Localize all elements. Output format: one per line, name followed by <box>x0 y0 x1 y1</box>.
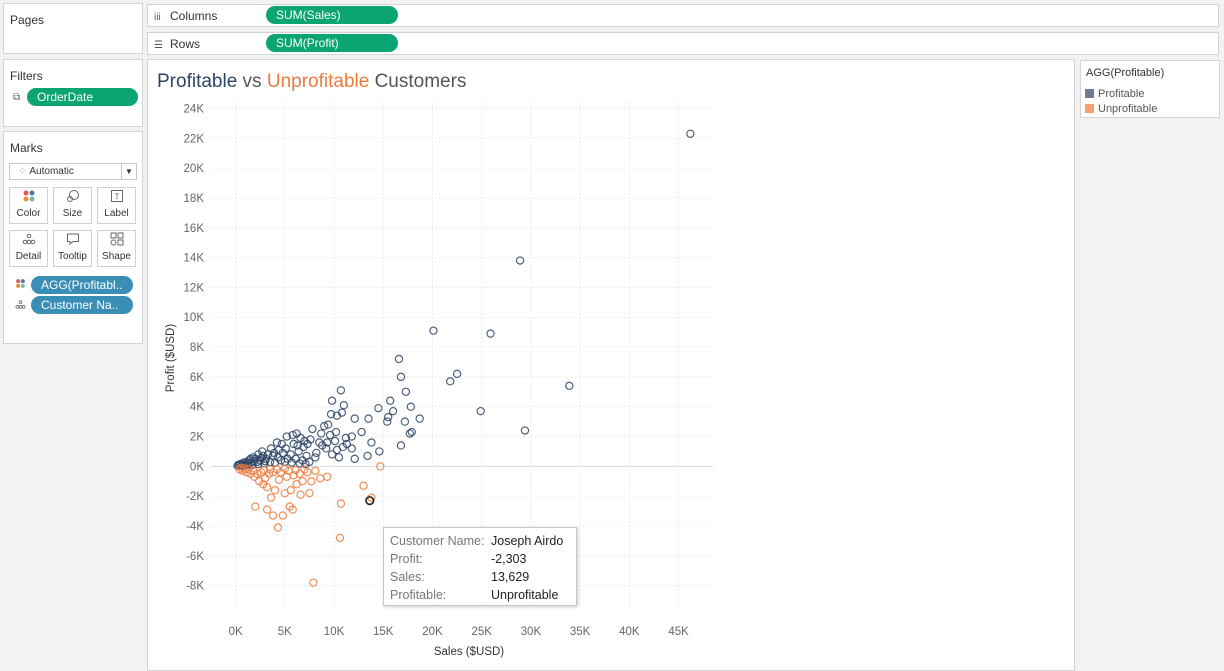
pages-title: Pages <box>10 13 45 27</box>
filters-title: Filters <box>10 69 43 83</box>
legend-swatch <box>1085 104 1094 113</box>
label-icon: T <box>98 188 135 208</box>
title-customers: Customers <box>369 71 467 92</box>
filter-pill-orderdate[interactable]: OrderDate <box>27 88 138 106</box>
marks-shape-button[interactable]: Shape <box>97 230 136 267</box>
tooltip-value: -2,303 <box>491 552 527 566</box>
svg-text:T: T <box>114 193 119 202</box>
shape-icon <box>98 231 135 251</box>
marks-size-label: Size <box>62 208 83 219</box>
marks-label-label: Label <box>104 208 129 219</box>
marks-size-button[interactable]: Size <box>53 187 92 224</box>
legend-swatch <box>1085 89 1094 98</box>
title-unprofitable: Unprofitable <box>266 71 370 92</box>
tooltip-key: Profit: <box>390 552 423 566</box>
tooltip-value: 13,629 <box>491 570 530 584</box>
mark-type-dropdown[interactable]: ⁘ Automatic ▼ <box>9 163 137 180</box>
tooltip-value: Unprofitable <box>491 588 559 602</box>
color-icon <box>10 188 47 208</box>
filter-icon: ⧉ <box>13 92 21 103</box>
marks-tooltip-label: Tooltip <box>58 251 87 262</box>
title-profitable: Profitable <box>157 71 238 92</box>
detail-icon <box>15 299 26 313</box>
marks-shape-label: Shape <box>102 251 131 262</box>
legend-title: AGG(Profitable) <box>1086 67 1165 79</box>
tooltip-icon <box>54 231 91 251</box>
marks-detail-label: Detail <box>15 251 42 262</box>
legend-item-profitable[interactable]: Profitable <box>1085 88 1144 100</box>
marks-tooltip-button[interactable]: Tooltip <box>53 230 92 267</box>
chart-view: Profitable vs Unprofitable Customers <box>147 59 1075 671</box>
chevron-down-icon: ▼ <box>121 164 136 179</box>
legend-label: Profitable <box>1098 88 1145 100</box>
chart-title: Profitable vs Unprofitable Customers <box>157 71 466 93</box>
marks-pill-customer-name[interactable]: Customer Na.. <box>31 296 133 314</box>
marks-detail-button[interactable]: Detail <box>9 230 48 267</box>
detail-icon <box>10 231 47 251</box>
columns-shelf-label: iii Columns <box>154 9 217 23</box>
size-icon <box>54 188 91 208</box>
columns-pill-sum-sales[interactable]: SUM(Sales) <box>266 6 398 24</box>
marks-color-button[interactable]: Color <box>9 187 48 224</box>
rows-shelf-label: ☰ Rows <box>154 37 200 51</box>
legend-label: Unprofitable <box>1098 103 1158 115</box>
rows-shelf[interactable]: ☰ Rows <box>147 32 1219 55</box>
marks-title: Marks <box>10 141 43 155</box>
marks-pill-agg-profitable[interactable]: AGG(Profitabl.. <box>31 276 133 294</box>
columns-shelf[interactable]: iii Columns <box>147 4 1219 27</box>
tooltip: Customer Name: Joseph Airdo Profit: -2,303… <box>383 527 577 606</box>
legend-item-unprofitable[interactable]: Unprofitable <box>1085 103 1157 115</box>
tooltip-key: Sales: <box>390 570 425 584</box>
pages-panel[interactable]: Pages <box>3 3 143 54</box>
title-vs: vs <box>237 71 267 92</box>
marks-label-button[interactable]: T Label <box>97 187 136 224</box>
color-legend: AGG(Profitable) Profitable Unprofitable <box>1080 60 1220 118</box>
rows-pill-sum-profit[interactable]: SUM(Profit) <box>266 34 398 52</box>
columns-icon: iii <box>154 12 161 23</box>
mark-type-value: Automatic <box>29 166 74 177</box>
color-icon <box>15 278 26 292</box>
tooltip-key: Customer Name: <box>390 534 485 548</box>
rows-label: Rows <box>170 37 201 51</box>
rows-icon: ☰ <box>154 40 163 51</box>
tooltip-key: Profitable: <box>390 588 447 602</box>
marks-color-label: Color <box>16 208 41 219</box>
mark-type-icon: ⁘ <box>18 166 27 177</box>
columns-label: Columns <box>170 9 218 23</box>
tooltip-value: Joseph Airdo <box>491 534 564 548</box>
